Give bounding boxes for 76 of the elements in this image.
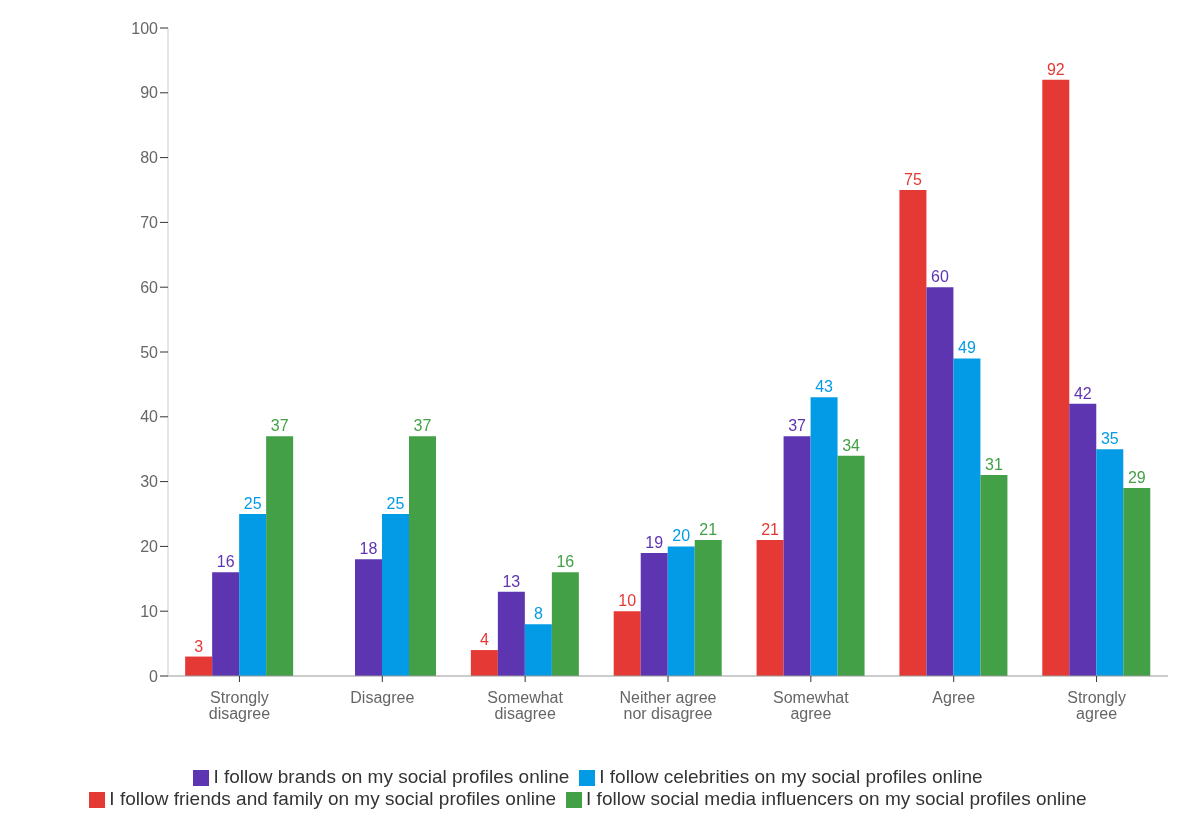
y-tick-label: 80 xyxy=(140,149,159,167)
x-tick-label: Somewhat disagree xyxy=(487,689,564,723)
bar xyxy=(953,358,981,676)
data-label: 75 xyxy=(904,171,922,188)
bar xyxy=(667,546,695,676)
y-tick-label: 60 xyxy=(140,278,159,296)
bar xyxy=(926,287,954,676)
y-tick-label: 10 xyxy=(140,602,159,620)
data-label: 3 xyxy=(194,637,204,655)
bar xyxy=(266,436,294,676)
bar xyxy=(470,650,498,676)
bar xyxy=(212,572,240,676)
bar xyxy=(409,436,436,676)
x-tick-label: Somewhat agree xyxy=(773,689,850,723)
x-tick-label: Disagree xyxy=(350,689,415,707)
data-label: 43 xyxy=(815,378,834,396)
x-tick-label: Strongly agree xyxy=(1067,689,1126,723)
data-label: 13 xyxy=(502,572,521,590)
bar xyxy=(980,475,1008,676)
data-label: 20 xyxy=(672,527,691,545)
data-label: 35 xyxy=(1100,430,1119,448)
data-label: 25 xyxy=(386,495,405,512)
data-label: 25 xyxy=(243,495,262,512)
y-tick-label: 70 xyxy=(140,214,159,232)
bar xyxy=(551,572,579,676)
data-label: 29 xyxy=(1127,469,1146,487)
legend-label: I follow friends and family on my social profiles online xyxy=(109,788,557,809)
x-tick-label: Neither agree nor disagree xyxy=(619,689,717,723)
bar xyxy=(756,539,784,676)
data-label: 37 xyxy=(788,417,807,435)
data-label: 8 xyxy=(533,605,543,623)
bar xyxy=(694,539,722,676)
legend-label: I follow brands on my social profiles online xyxy=(213,766,570,787)
data-label: 4 xyxy=(479,631,489,649)
x-tick-label: Strongly disagree xyxy=(208,689,271,723)
bar xyxy=(783,436,811,676)
bar xyxy=(1096,449,1124,676)
data-label: 31 xyxy=(985,456,1003,474)
bar xyxy=(185,656,213,676)
data-label: 42 xyxy=(1073,384,1092,402)
bar xyxy=(899,190,927,676)
bar xyxy=(810,397,838,676)
legend-label: I follow social media influencers on my social profiles online xyxy=(586,788,1087,809)
bar xyxy=(382,514,409,676)
y-tick-label: 90 xyxy=(140,84,159,102)
bar xyxy=(355,559,382,676)
data-label: 49 xyxy=(958,339,976,357)
y-tick-label: 40 xyxy=(140,408,159,426)
data-label: 21 xyxy=(761,520,780,538)
y-tick-label: 100 xyxy=(131,19,159,37)
data-label: 37 xyxy=(413,417,432,435)
data-label: 21 xyxy=(699,520,718,538)
y-tick-label: 30 xyxy=(140,473,159,491)
data-label: 34 xyxy=(842,436,861,454)
bar xyxy=(640,552,668,676)
bar xyxy=(239,514,267,676)
bar xyxy=(837,455,865,676)
data-label: 16 xyxy=(556,553,575,571)
legend-label: I follow celebrities on my social profiles online xyxy=(599,766,983,787)
y-tick-label: 20 xyxy=(140,538,159,556)
data-label: 16 xyxy=(216,553,235,571)
y-tick-label: 0 xyxy=(149,667,159,685)
bar xyxy=(1069,403,1097,676)
y-tick-label: 50 xyxy=(140,343,159,361)
data-label: 18 xyxy=(359,540,378,558)
data-label: 19 xyxy=(645,533,664,551)
data-label: 37 xyxy=(270,417,289,435)
bar xyxy=(497,591,525,676)
x-tick-label: Agree xyxy=(932,689,976,707)
bar xyxy=(1042,79,1070,676)
data-label: 60 xyxy=(931,268,949,286)
bar xyxy=(613,611,641,676)
bar xyxy=(524,624,552,676)
bar xyxy=(1123,488,1151,676)
data-label: 10 xyxy=(618,592,637,610)
data-label: 92 xyxy=(1046,60,1065,78)
